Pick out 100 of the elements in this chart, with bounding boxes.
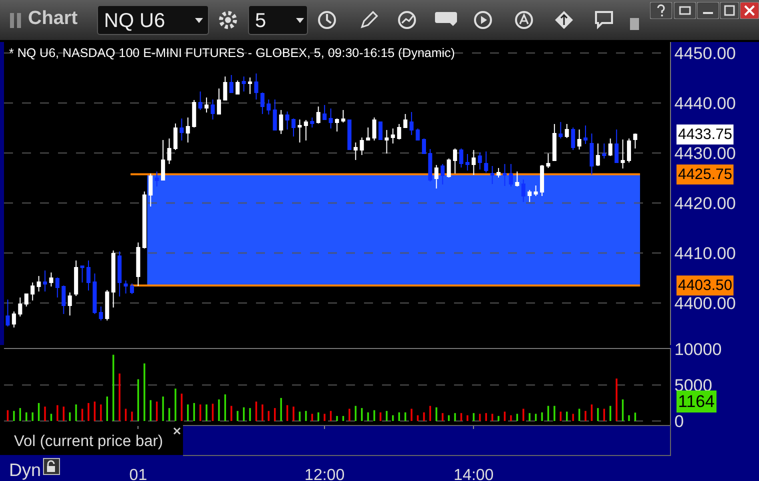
candlestick [422, 138, 426, 154]
candlestick [552, 124, 556, 161]
candlestick [453, 148, 458, 174]
candlestick [608, 138, 612, 156]
candlestick [602, 143, 606, 159]
candlestick [154, 171, 159, 187]
candlestick [242, 76, 246, 92]
candlestick [285, 111, 290, 130]
candlestick [24, 293, 28, 307]
candlestick [334, 118, 340, 132]
candlestick [210, 99, 215, 120]
candlestick [416, 128, 420, 140]
text: 5 [248, 5, 308, 35]
text: Dyn [9, 460, 42, 480]
candlestick [248, 77, 252, 94]
candlestick [49, 272, 54, 287]
candlestick [633, 133, 638, 149]
candlestick [583, 125, 588, 144]
candlestick [192, 100, 196, 128]
candlestick [260, 92, 264, 114]
candlestick [254, 73, 258, 100]
candlestick [546, 153, 550, 168]
candlestick [36, 276, 41, 292]
candlestick [55, 277, 60, 298]
y-tick-label: 4410.00 [674, 244, 736, 263]
candlestick [142, 191, 146, 249]
ref-line-label: 4403.50 [678, 277, 732, 294]
candlestick [322, 104, 327, 120]
candlestick [12, 311, 16, 328]
text: 4433.75 [678, 126, 732, 143]
candlestick [528, 190, 532, 202]
candlestick [378, 122, 383, 140]
candlestick [410, 112, 414, 136]
candlestick [341, 110, 346, 123]
candlestick [558, 122, 563, 139]
candlestick [223, 76, 228, 101]
candlestick [148, 173, 153, 207]
candlestick [86, 260, 91, 291]
candlestick [620, 139, 625, 169]
y-tick-label: 5000 [674, 376, 712, 395]
y-tick-label: 4440.00 [674, 94, 736, 113]
candlestick [472, 150, 476, 176]
candlestick [68, 292, 72, 316]
candlestick [310, 117, 314, 128]
y-tick-label: 10000 [674, 340, 722, 359]
text: Chart [28, 8, 78, 30]
candlestick [167, 138, 172, 164]
candlestick [42, 270, 48, 292]
candlestick [446, 158, 451, 178]
candlestick [186, 117, 190, 143]
candlestick [130, 283, 134, 294]
candlestick [502, 164, 507, 186]
candlestick [459, 148, 464, 168]
y-tick-label: 0 [674, 412, 684, 431]
candlestick [161, 140, 166, 181]
candlestick [366, 127, 370, 141]
candlestick [440, 164, 445, 185]
candlestick [614, 129, 619, 163]
candlestick [204, 97, 209, 113]
candlestick [92, 273, 97, 314]
candlestick [571, 127, 576, 150]
candlestick [198, 91, 202, 110]
candlestick [279, 110, 284, 134]
candlestick [316, 106, 320, 124]
candlestick [124, 280, 128, 294]
candlestick [98, 306, 103, 321]
candlestick [328, 108, 333, 129]
candlestick [434, 164, 438, 189]
candlestick [30, 282, 35, 301]
candlestick [564, 124, 569, 138]
candlestick [6, 299, 10, 327]
text: NQ U6 [97, 5, 209, 35]
candlestick [173, 123, 178, 150]
candlestick [216, 88, 221, 115]
x-tick-label: 14:00 [454, 467, 494, 481]
candlestick [304, 120, 308, 141]
candlestick [229, 74, 234, 94]
chart-title: * NQ U6, NASDAQ 100 E-MINI FUTURES - GLOBEX, 5, 09:30-16:15 (Dynamic) [9, 46, 455, 60]
candlestick [74, 260, 78, 296]
candlestick [18, 297, 22, 317]
candlestick [534, 185, 538, 196]
candlestick [80, 266, 84, 283]
candlestick [111, 250, 116, 308]
candlestick [484, 151, 488, 173]
y-tick-label: 4450.00 [674, 44, 736, 63]
candlestick [360, 137, 364, 156]
y-tick-label: 4420.00 [674, 194, 736, 213]
x-tick-label: 01 [129, 467, 148, 481]
candlestick [397, 124, 402, 140]
candlestick [347, 120, 352, 150]
candlestick [508, 164, 513, 187]
candlestick [596, 143, 600, 166]
candlestick [298, 119, 302, 143]
ref-line-label: 4425.75 [678, 166, 732, 183]
candlestick [372, 117, 376, 141]
candlestick [465, 154, 470, 171]
candlestick [291, 118, 296, 137]
y-tick-label: 4430.00 [674, 144, 736, 163]
candlestick [136, 242, 140, 286]
candlestick [118, 251, 122, 297]
